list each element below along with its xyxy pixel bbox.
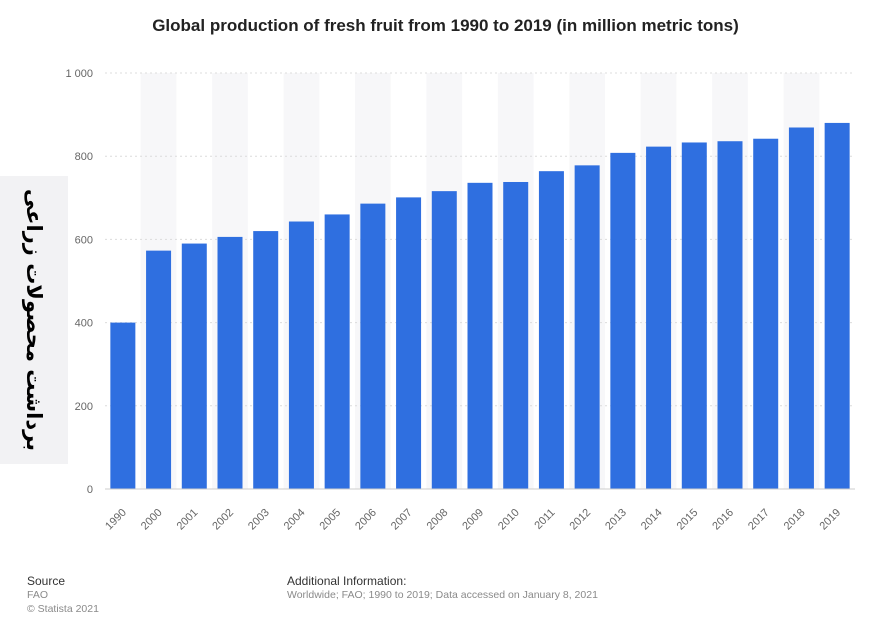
bar [788, 127, 814, 489]
bar [431, 191, 457, 490]
bar [824, 122, 850, 490]
bar [217, 236, 243, 489]
bar [574, 165, 600, 490]
additional-info-heading: Additional Information: [287, 574, 407, 588]
x-tick-label: 2019 [817, 507, 843, 533]
x-tick-label: 2005 [317, 507, 343, 533]
y-tick-label: 1 000 [65, 68, 93, 80]
y-axis-label: برداشت محصولات زراعی [22, 188, 46, 452]
bar [681, 142, 707, 490]
bar [467, 182, 493, 489]
bar [253, 231, 279, 489]
y-axis-label-panel [0, 176, 68, 464]
x-tick-label: 2002 [210, 507, 236, 533]
bar [110, 322, 136, 489]
bar [646, 146, 672, 489]
source-heading: Source [27, 574, 66, 588]
x-tick-label: 2015 [675, 507, 701, 533]
x-tick-label: 2001 [175, 507, 201, 533]
x-tick-label: 2007 [389, 507, 415, 533]
x-tick-label: 2009 [460, 507, 486, 533]
bar [503, 181, 529, 489]
y-tick-label: 600 [75, 234, 93, 246]
y-tick-label: 200 [75, 401, 93, 413]
x-tick-label: 2003 [246, 507, 272, 533]
bar [717, 141, 743, 489]
x-tick-label: 2008 [425, 507, 451, 533]
bar [288, 221, 314, 489]
x-tick-label: 2006 [353, 507, 379, 533]
additional-info-block: Additional Information: Worldwide; FAO; … [287, 574, 598, 602]
x-tick-label: 2012 [567, 507, 593, 533]
x-tick-label: 2018 [782, 507, 808, 533]
bar [146, 250, 172, 489]
chart-title: Global production of fresh fruit from 19… [152, 16, 739, 35]
bar [753, 138, 779, 489]
x-tick-label: 1990 [103, 507, 129, 533]
bar [538, 171, 564, 489]
additional-info-text: Worldwide; FAO; 1990 to 2019; Data acces… [287, 589, 598, 601]
bar [360, 203, 386, 489]
bar [324, 214, 350, 489]
bar [610, 152, 636, 489]
copyright: © Statista 2021 [27, 603, 99, 615]
x-tick-label: 2011 [532, 507, 557, 532]
source-name: FAO [27, 589, 49, 601]
source-block: Source FAO © Statista 2021 [27, 574, 99, 616]
bar-chart: 0 200 400 600 800 1 000 1990 2000 2001 2002 2003 20… [65, 68, 855, 533]
y-tick-label: 800 [75, 151, 93, 163]
x-tick-label: 2017 [746, 507, 772, 533]
y-tick-label: 0 [87, 484, 93, 496]
y-tick-label: 400 [75, 318, 93, 330]
x-tick-label: 2010 [496, 507, 522, 533]
x-tick-label: 2014 [639, 507, 665, 533]
x-tick-label: 2013 [603, 507, 629, 533]
x-tick-label: 2004 [282, 507, 308, 533]
x-tick-label: 2016 [710, 507, 736, 533]
x-tick-label: 2000 [139, 507, 165, 533]
bar [396, 197, 422, 489]
bar [181, 243, 207, 489]
